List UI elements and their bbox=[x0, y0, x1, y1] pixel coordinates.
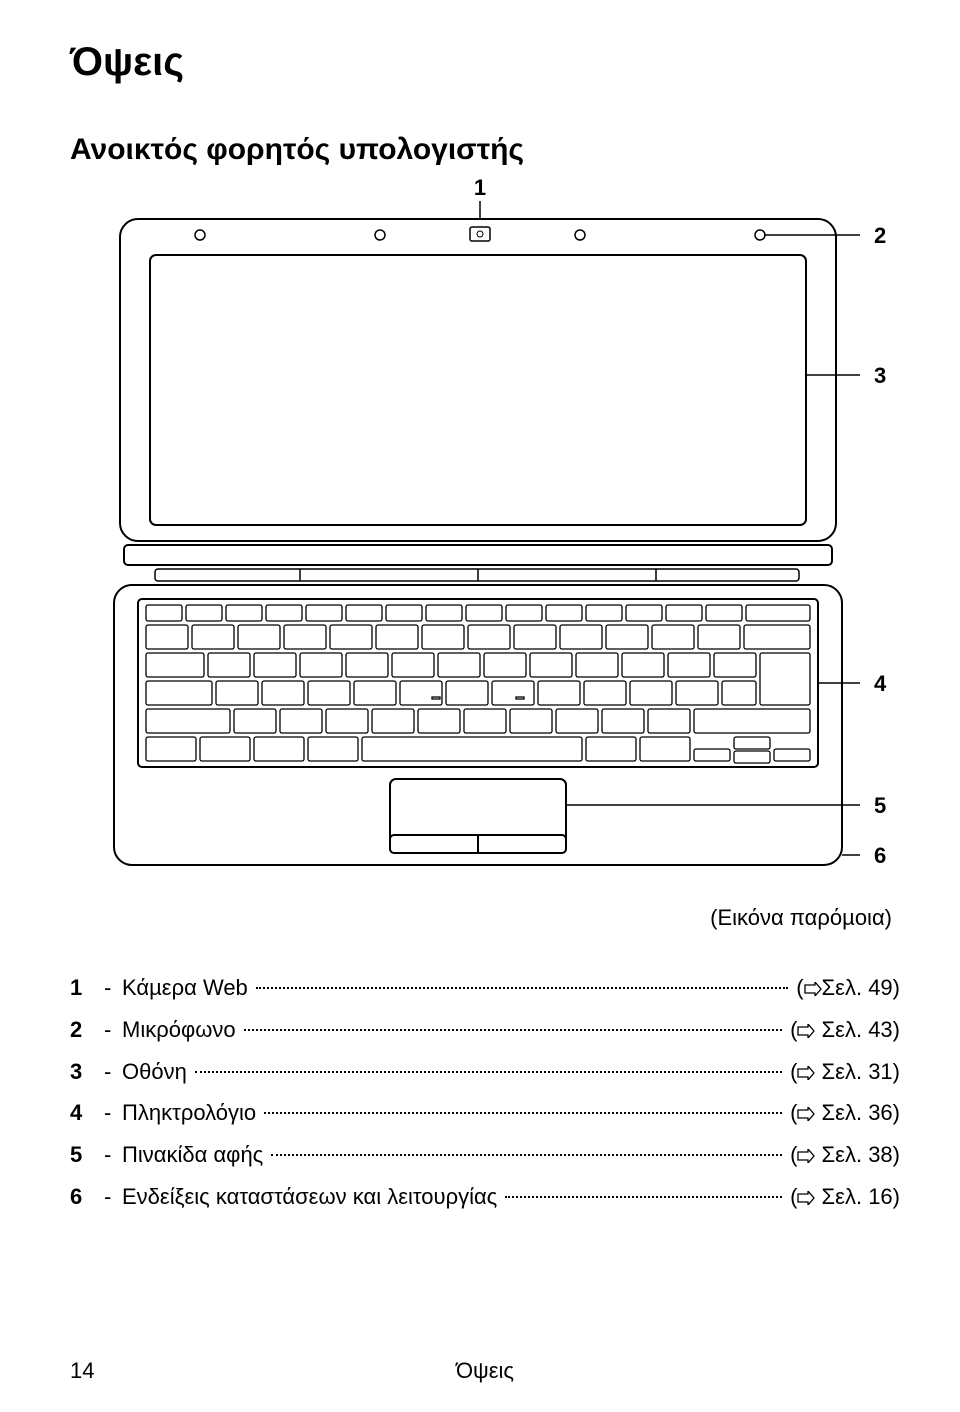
arrow-icon bbox=[797, 1066, 815, 1080]
callout-1: 1 bbox=[474, 175, 486, 200]
legend-label: Οθόνη bbox=[122, 1051, 191, 1093]
figure-caption: (Εικόνα παρόµοια) bbox=[70, 905, 892, 931]
legend-num: 5 bbox=[70, 1134, 104, 1176]
page-title: Όψεις bbox=[70, 40, 900, 85]
page-footer: 14 Όψεις bbox=[70, 1358, 900, 1384]
legend-num: 1 bbox=[70, 967, 104, 1009]
callout-2: 2 bbox=[874, 223, 886, 248]
legend-dots bbox=[505, 1196, 782, 1198]
callout-4: 4 bbox=[874, 671, 887, 696]
laptop-svg: 1 bbox=[70, 175, 900, 875]
page: Όψεις Ανοικτός φορητός υπολογιστής 1 bbox=[0, 0, 960, 1412]
legend-dash: - bbox=[104, 1092, 122, 1134]
callout-5: 5 bbox=[874, 793, 886, 818]
arrow-icon bbox=[804, 982, 822, 996]
legend-item: 5 - Πινακίδα αφής ( Σελ. 38) bbox=[70, 1134, 900, 1176]
legend-dash: - bbox=[104, 1134, 122, 1176]
arrow-icon bbox=[797, 1024, 815, 1038]
legend-page-ref: ( Σελ. 36) bbox=[786, 1092, 900, 1134]
legend-dots bbox=[195, 1071, 782, 1073]
callout-3: 3 bbox=[874, 363, 886, 388]
legend-num: 4 bbox=[70, 1092, 104, 1134]
legend-dots bbox=[244, 1029, 782, 1031]
legend-label: Πληκτρολόγιο bbox=[122, 1092, 260, 1134]
legend-page-ref: (Σελ. 49) bbox=[792, 967, 900, 1009]
legend-page-ref: ( Σελ. 31) bbox=[786, 1051, 900, 1093]
footer-section: Όψεις bbox=[456, 1358, 514, 1384]
legend-dash: - bbox=[104, 967, 122, 1009]
legend-list: 1 - Κάµερα Web (Σελ. 49) 2 - Μικρόφωνο (… bbox=[70, 967, 900, 1218]
legend-item: 3 - Οθόνη ( Σελ. 31) bbox=[70, 1051, 900, 1093]
footer-page-number: 14 bbox=[70, 1358, 94, 1384]
legend-label: Ενδείξεις καταστάσεων και λειτουργίας bbox=[122, 1176, 501, 1218]
legend-page-ref: ( Σελ. 43) bbox=[786, 1009, 900, 1051]
legend-dots bbox=[271, 1154, 782, 1156]
arrow-icon bbox=[797, 1191, 815, 1205]
arrow-icon bbox=[797, 1107, 815, 1121]
legend-label: Μικρόφωνο bbox=[122, 1009, 240, 1051]
arrow-icon bbox=[797, 1149, 815, 1163]
legend-label: Πινακίδα αφής bbox=[122, 1134, 267, 1176]
legend-num: 6 bbox=[70, 1176, 104, 1218]
legend-dash: - bbox=[104, 1176, 122, 1218]
legend-dash: - bbox=[104, 1051, 122, 1093]
legend-item: 2 - Μικρόφωνο ( Σελ. 43) bbox=[70, 1009, 900, 1051]
legend-dots bbox=[256, 987, 788, 989]
legend-num: 2 bbox=[70, 1009, 104, 1051]
legend-label: Κάµερα Web bbox=[122, 967, 252, 1009]
legend-item: 4 - Πληκτρολόγιο ( Σελ. 36) bbox=[70, 1092, 900, 1134]
legend-item: 1 - Κάµερα Web (Σελ. 49) bbox=[70, 967, 900, 1009]
page-subtitle: Ανοικτός φορητός υπολογιστής bbox=[70, 133, 900, 167]
legend-page-ref: ( Σελ. 38) bbox=[786, 1134, 900, 1176]
legend-num: 3 bbox=[70, 1051, 104, 1093]
legend-dots bbox=[264, 1112, 782, 1114]
legend-page-ref: ( Σελ. 16) bbox=[786, 1176, 900, 1218]
legend-item: 6 - Ενδείξεις καταστάσεων και λειτουργία… bbox=[70, 1176, 900, 1218]
laptop-diagram: 1 bbox=[70, 175, 900, 875]
legend-dash: - bbox=[104, 1009, 122, 1051]
callout-6: 6 bbox=[874, 843, 886, 868]
